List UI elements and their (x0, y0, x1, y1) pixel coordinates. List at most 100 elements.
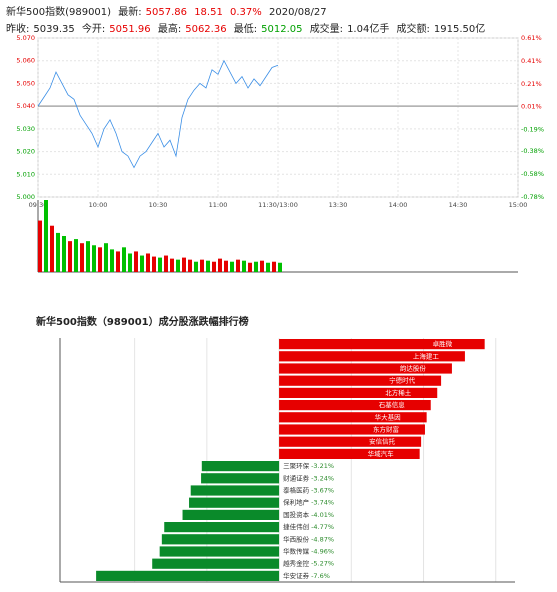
bar-label: 越秀金控 -5.27% (283, 559, 334, 568)
bar-label: 财通证券 -3.24% (283, 473, 334, 482)
y-tick-label: 5.020 (16, 148, 35, 156)
value-label: -3.67% (311, 487, 334, 495)
label: 昨收: (6, 24, 30, 35)
volume-bar (56, 232, 60, 272)
bar (182, 509, 280, 520)
category-name: 国投资本 (283, 510, 310, 519)
bar-label: 石基信息 6.3% (379, 400, 424, 409)
bar (201, 473, 280, 484)
volume-bar (254, 261, 258, 272)
value-label: -3.74% (311, 499, 334, 507)
volume-bar (110, 249, 114, 272)
volume-bar (182, 257, 186, 272)
category-name: 保利地产 (283, 498, 310, 507)
label: 最新: (118, 7, 142, 18)
quote-row: 昨收: 5039.35 今开: 5051.96 最高: 5062.36 最低: 5012… (6, 21, 489, 38)
value-label: -4.96% (311, 548, 334, 556)
volume-bar (74, 239, 78, 272)
price-line (37, 59, 279, 169)
category-name: 上海建工 (413, 351, 440, 360)
label: 成交量: (309, 24, 344, 35)
y2-tick-label: 0.21% (521, 80, 542, 88)
bar-label: 上海建工 7.72% (413, 351, 462, 360)
bar (279, 363, 452, 374)
volume-bar (98, 247, 102, 272)
volume-bar (62, 236, 66, 272)
bar (159, 546, 280, 557)
quote-row: 新华500指数(989001) 最新: 5057.86 18.51 0.37% 2… (6, 4, 489, 21)
bar (279, 351, 465, 362)
bar-label: 东方财富 6.06% (373, 425, 422, 434)
value: 1915.50亿 (433, 24, 486, 35)
volume-bar (116, 251, 120, 272)
volume-bar (236, 259, 240, 272)
volume-bar (188, 259, 192, 272)
volume-bar (104, 243, 108, 272)
value: 5051.96 (109, 24, 151, 35)
y-tick-label: 5.030 (16, 125, 35, 133)
label: 最高: (157, 24, 182, 35)
value-label: 5.84% (396, 450, 417, 458)
bar (279, 436, 422, 447)
y-tick-label: 5.070 (16, 34, 35, 42)
x-tick-label: 10:00 (89, 201, 108, 209)
volume-bar (278, 262, 282, 272)
y-tick-label: 5.010 (16, 170, 35, 178)
bar (279, 375, 442, 386)
volume-bar (260, 260, 264, 272)
bar-label: 华安证券 -7.6% (283, 571, 330, 580)
value-label: 8.54% (454, 340, 475, 348)
value-label: 6.3% (407, 401, 424, 409)
category-name: 华安证券 (283, 571, 310, 580)
volume-bar (272, 261, 276, 272)
volume-bar (224, 260, 228, 272)
bar-label: 国投资本 -4.01% (283, 510, 334, 519)
bar-label: 泰格医药 -3.67% (283, 486, 334, 495)
bar (279, 400, 431, 411)
bar (189, 497, 280, 508)
label: 今开: (81, 24, 106, 35)
value: 5057.86 (145, 7, 187, 18)
volume-bar (80, 243, 84, 272)
volume-bar (170, 258, 174, 272)
category-name: 安信信托 (369, 437, 396, 446)
volume-bar (134, 251, 138, 272)
bar-label: 卓胜微 8.54% (433, 339, 475, 348)
bar-label: 捷佳伟创 -4.77% (283, 522, 334, 531)
bar (279, 387, 438, 398)
bar (164, 522, 280, 533)
x-tick-label: 11:00 (209, 201, 228, 209)
bar-label: 安信信托 5.9% (369, 437, 414, 446)
volume-bar (176, 259, 180, 272)
bar (96, 570, 280, 581)
value-label: -7.6% (311, 572, 330, 580)
value-label: -5.27% (311, 560, 334, 568)
x-tick-label: 13:30 (329, 201, 348, 209)
x-tick-label: 14:30 (449, 201, 468, 209)
date: 2020/08/27 (268, 7, 327, 18)
value: 5039.35 (33, 24, 75, 35)
plot-frame (37, 37, 519, 198)
volume-bar (44, 200, 48, 272)
value-label: 5.9% (397, 438, 414, 446)
category-name: 宁德时代 (389, 376, 416, 385)
volume-bar (92, 245, 96, 272)
volume-bar (38, 220, 42, 272)
value-label: 7.18% (428, 365, 449, 373)
bar-label: 北方稀土 6.57% (385, 388, 434, 397)
y2-tick-label: 0.61% (521, 34, 542, 42)
volume-bar (218, 258, 222, 272)
y2-tick-label: -0.38% (521, 147, 544, 155)
quote-header: 新华500指数(989001) 最新: 5057.86 18.51 0.37% 2… (6, 4, 489, 38)
category-name: 石基信息 (379, 400, 406, 409)
category-name: 东方财富 (373, 425, 399, 434)
volume-bar (242, 260, 246, 272)
y2-tick-label: -0.78% (521, 193, 544, 201)
x-tick-label: 14:00 (389, 201, 408, 209)
volume-bar (146, 253, 150, 272)
volume-bar (86, 241, 90, 272)
label: 成交额: (396, 24, 430, 35)
bar-label: 韵达股份 7.18% (400, 364, 449, 373)
category-name: 三聚环保 (283, 461, 310, 470)
value: 5012.05 (261, 24, 303, 35)
